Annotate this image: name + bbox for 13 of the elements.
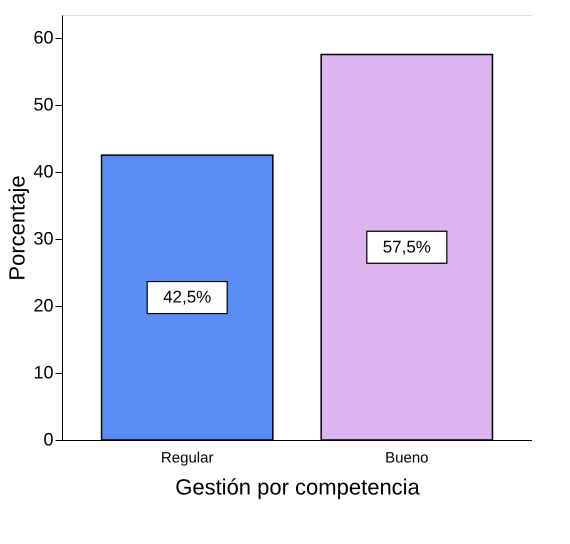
data-label: 42,5%	[163, 288, 212, 307]
y-tick-label: 10	[33, 362, 54, 382]
y-tick-label: 60	[33, 27, 54, 48]
x-tick-label: Bueno	[385, 450, 428, 466]
data-label: 57,5%	[382, 237, 431, 256]
y-tick-label: 0	[43, 430, 54, 450]
y-tick-label: 40	[33, 161, 54, 182]
y-tick-label: 20	[33, 295, 54, 316]
y-tick-label: 50	[33, 94, 54, 114]
y-axis-title: Porcentaje	[4, 175, 30, 281]
x-tick-label: Regular	[160, 450, 214, 466]
x-axis-title: Gestión por competencia	[175, 474, 421, 500]
y-tick-label: 30	[33, 228, 54, 248]
